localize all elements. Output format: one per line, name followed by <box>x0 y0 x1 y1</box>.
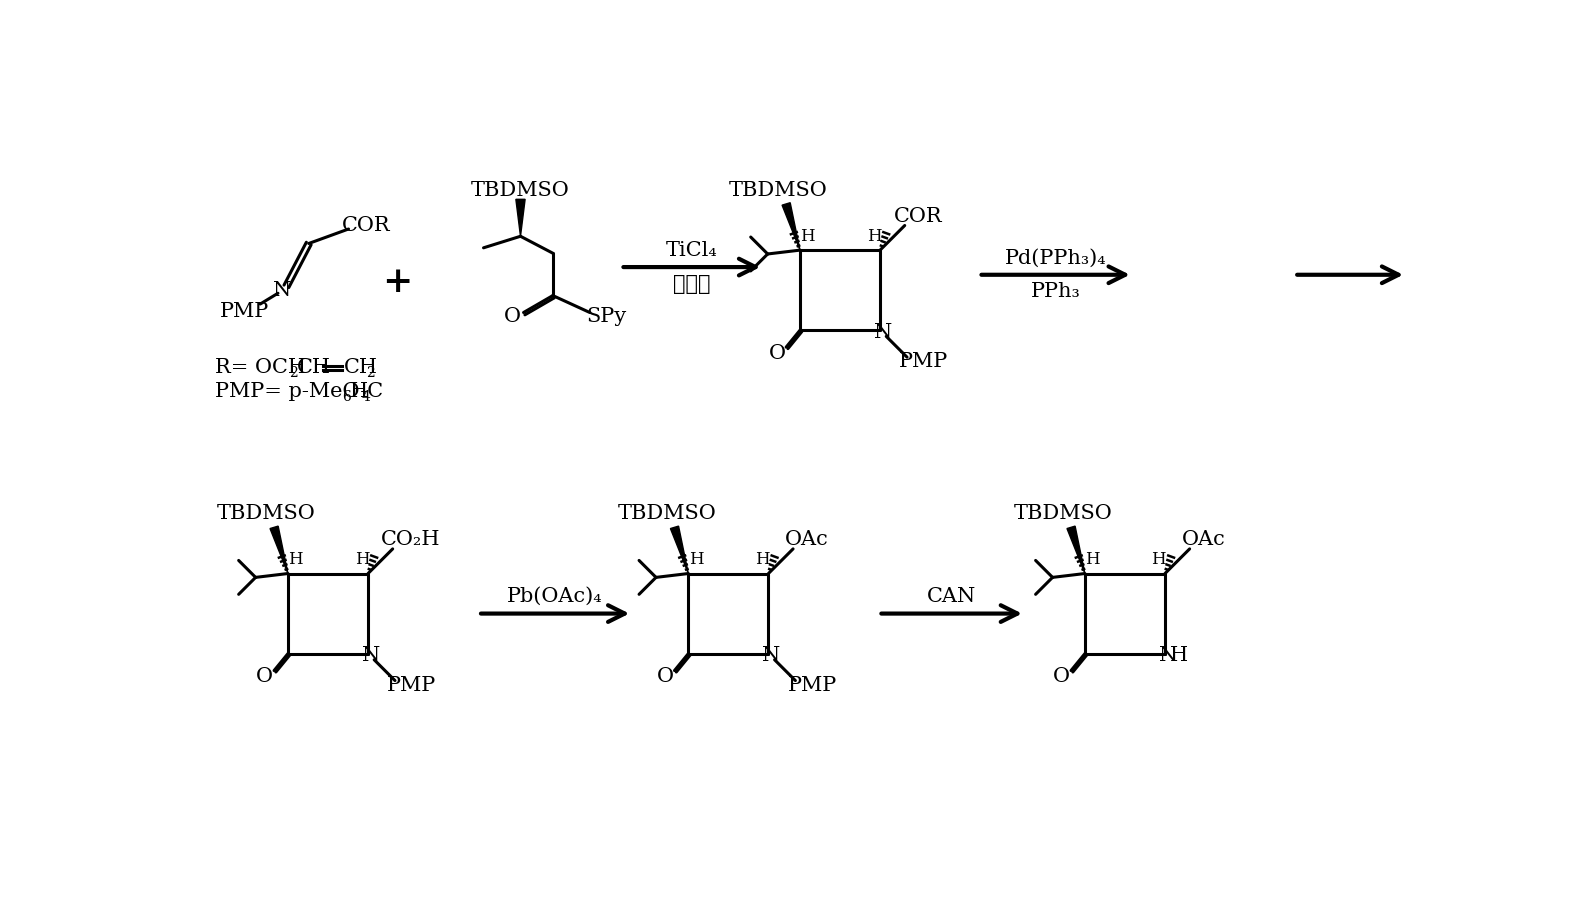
Text: TBDMSO: TBDMSO <box>618 504 716 523</box>
Text: N: N <box>763 646 780 665</box>
Text: 三乙胺: 三乙胺 <box>673 274 711 294</box>
Text: PMP: PMP <box>900 353 949 371</box>
Text: TBDMSO: TBDMSO <box>1013 504 1113 523</box>
Text: OAc: OAc <box>785 530 829 549</box>
Text: N: N <box>875 323 892 342</box>
Text: CH: CH <box>298 358 331 377</box>
Text: CO₂H: CO₂H <box>381 530 440 549</box>
Text: H: H <box>288 551 303 569</box>
Text: COR: COR <box>894 207 942 226</box>
Text: TiCl₄: TiCl₄ <box>667 241 717 259</box>
Text: H: H <box>801 228 815 245</box>
Text: N: N <box>273 281 292 300</box>
Text: PMP: PMP <box>788 676 837 695</box>
Text: O: O <box>657 667 675 686</box>
Text: 2: 2 <box>367 366 375 379</box>
Text: TBDMSO: TBDMSO <box>730 181 827 199</box>
Text: N: N <box>1158 646 1177 665</box>
Text: O: O <box>769 343 785 363</box>
Text: Pd(PPh₃)₄: Pd(PPh₃)₄ <box>1005 248 1106 268</box>
Text: 6: 6 <box>342 390 350 404</box>
Text: R= OCH: R= OCH <box>214 358 306 377</box>
Text: N: N <box>362 646 380 665</box>
Text: O: O <box>257 667 273 686</box>
Polygon shape <box>515 199 525 236</box>
Text: H: H <box>1086 551 1100 569</box>
Text: H: H <box>1152 551 1166 569</box>
Text: +: + <box>381 266 413 299</box>
Text: PPh₃: PPh₃ <box>1031 282 1081 301</box>
Text: SPy: SPy <box>586 306 627 326</box>
Text: H: H <box>689 551 703 569</box>
Text: O: O <box>1053 667 1070 686</box>
Text: TBDMSO: TBDMSO <box>217 504 315 523</box>
Text: OAc: OAc <box>1182 530 1226 549</box>
Polygon shape <box>782 203 801 250</box>
Text: 2: 2 <box>290 366 298 379</box>
Polygon shape <box>1067 526 1084 573</box>
Polygon shape <box>269 526 288 573</box>
Text: CH: CH <box>344 358 377 377</box>
Text: H: H <box>867 228 881 245</box>
Text: O: O <box>504 306 522 326</box>
Text: CAN: CAN <box>927 587 976 606</box>
Text: H: H <box>355 551 369 569</box>
Text: TBDMSO: TBDMSO <box>471 181 571 199</box>
Polygon shape <box>670 526 689 573</box>
Text: H: H <box>1169 646 1188 665</box>
Text: COR: COR <box>342 216 391 234</box>
Text: PMP: PMP <box>221 302 269 321</box>
Text: Pb(OAc)₄: Pb(OAc)₄ <box>507 587 604 606</box>
Text: PMP= p-MeO-C: PMP= p-MeO-C <box>214 382 383 402</box>
Text: 4: 4 <box>362 390 370 404</box>
Text: H: H <box>350 382 367 402</box>
Text: H: H <box>755 551 769 569</box>
Text: PMP: PMP <box>388 676 437 695</box>
